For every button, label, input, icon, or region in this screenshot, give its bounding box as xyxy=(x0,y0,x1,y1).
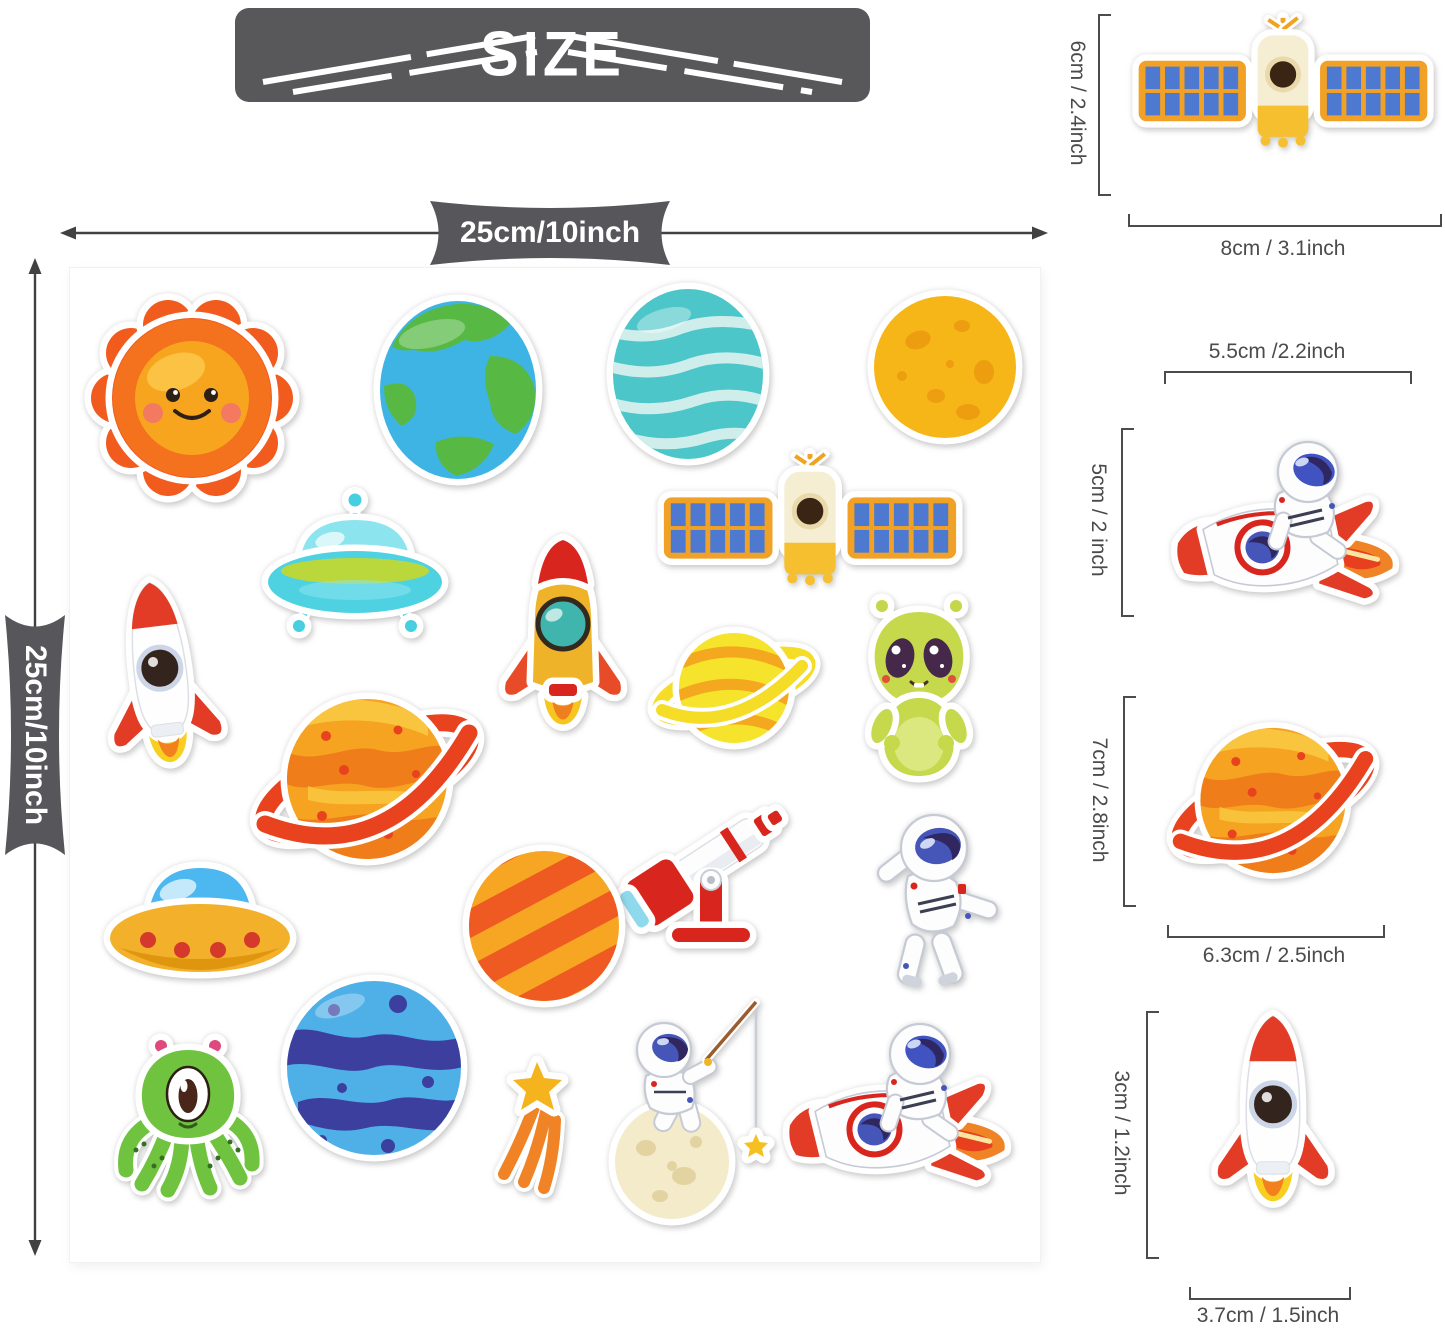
satellite-sticker xyxy=(657,448,963,586)
rocket-height-bracket xyxy=(1146,1011,1159,1259)
satellite-height-bracket xyxy=(1098,14,1111,196)
yellow-moon-sticker xyxy=(867,289,1023,445)
sticker-sheet xyxy=(70,268,1040,1262)
octopus-alien-sticker xyxy=(114,1033,264,1202)
satellite-width-bracket xyxy=(1128,214,1442,227)
satellite-height-label: 6cm / 2.4inch xyxy=(1066,40,1089,166)
satellite-measured-sticker xyxy=(1132,12,1434,148)
astronaut-rocket-width-label: 5.5cm /2.2inch xyxy=(1208,340,1346,363)
rocket-height-label: 3cm / 1.2inch xyxy=(1110,1070,1133,1196)
astronaut-riding-rocket-measured-sticker xyxy=(1170,440,1400,605)
astronaut-rocket-height-bracket xyxy=(1121,428,1134,617)
yellow-saturn-planet-sticker xyxy=(647,626,821,750)
sheet-height-label: 25cm/10inch xyxy=(19,644,52,826)
rocket-width-bracket xyxy=(1189,1287,1351,1300)
sheet-width-ribbon: 25cm/10inch xyxy=(427,198,673,268)
sheet-height-ribbon: 25cm/10inch xyxy=(2,612,68,858)
ribbon-shape xyxy=(430,201,670,265)
teal-striped-planet-sticker xyxy=(606,282,770,466)
yellow-red-rocket-sticker xyxy=(498,533,628,731)
ribbon-shape xyxy=(5,615,65,855)
smiling-sun-sticker xyxy=(84,293,300,503)
orange-saturn-ring-planet-sticker xyxy=(249,692,485,866)
saturn-height-label: 7cm / 2.8inch xyxy=(1088,737,1111,863)
astronaut-rocket-height-label: 5cm / 2 inch xyxy=(1087,463,1110,577)
saturn-width-bracket xyxy=(1167,925,1385,938)
shooting-star-sticker xyxy=(494,1055,569,1198)
size-banner: SIZE xyxy=(235,8,870,102)
astronaut-riding-rocket-sticker xyxy=(782,1022,1012,1187)
floating-astronaut-sticker xyxy=(876,813,999,988)
white-red-rocket-sticker xyxy=(107,576,228,769)
earth-sticker xyxy=(373,294,543,486)
size-banner-label: SIZE xyxy=(480,19,625,90)
teal-ufo-sticker xyxy=(261,487,449,639)
satellite-width-label: 8cm / 3.1inch xyxy=(1220,237,1346,260)
blue-dome-ufo-sticker xyxy=(103,861,297,979)
rocket-measured-sticker xyxy=(1211,1009,1335,1208)
saturn-width-label: 6.3cm / 2.5inch xyxy=(1202,944,1346,967)
saturn-height-bracket xyxy=(1123,696,1136,907)
green-alien-sticker xyxy=(864,593,974,783)
sheet-width-label: 25cm/10inch xyxy=(459,216,641,249)
rocket-width-label: 3.7cm / 1.5inch xyxy=(1196,1304,1340,1327)
red-telescope-sticker xyxy=(613,804,789,949)
astronaut-fishing-on-moon-sticker xyxy=(608,998,775,1226)
orange-striped-planet-sticker xyxy=(462,844,626,1008)
banner-decoration-lines xyxy=(262,33,843,95)
blue-planet-sticker xyxy=(280,974,468,1162)
astronaut-rocket-width-bracket xyxy=(1164,371,1412,384)
saturn-measured-sticker xyxy=(1166,722,1380,879)
